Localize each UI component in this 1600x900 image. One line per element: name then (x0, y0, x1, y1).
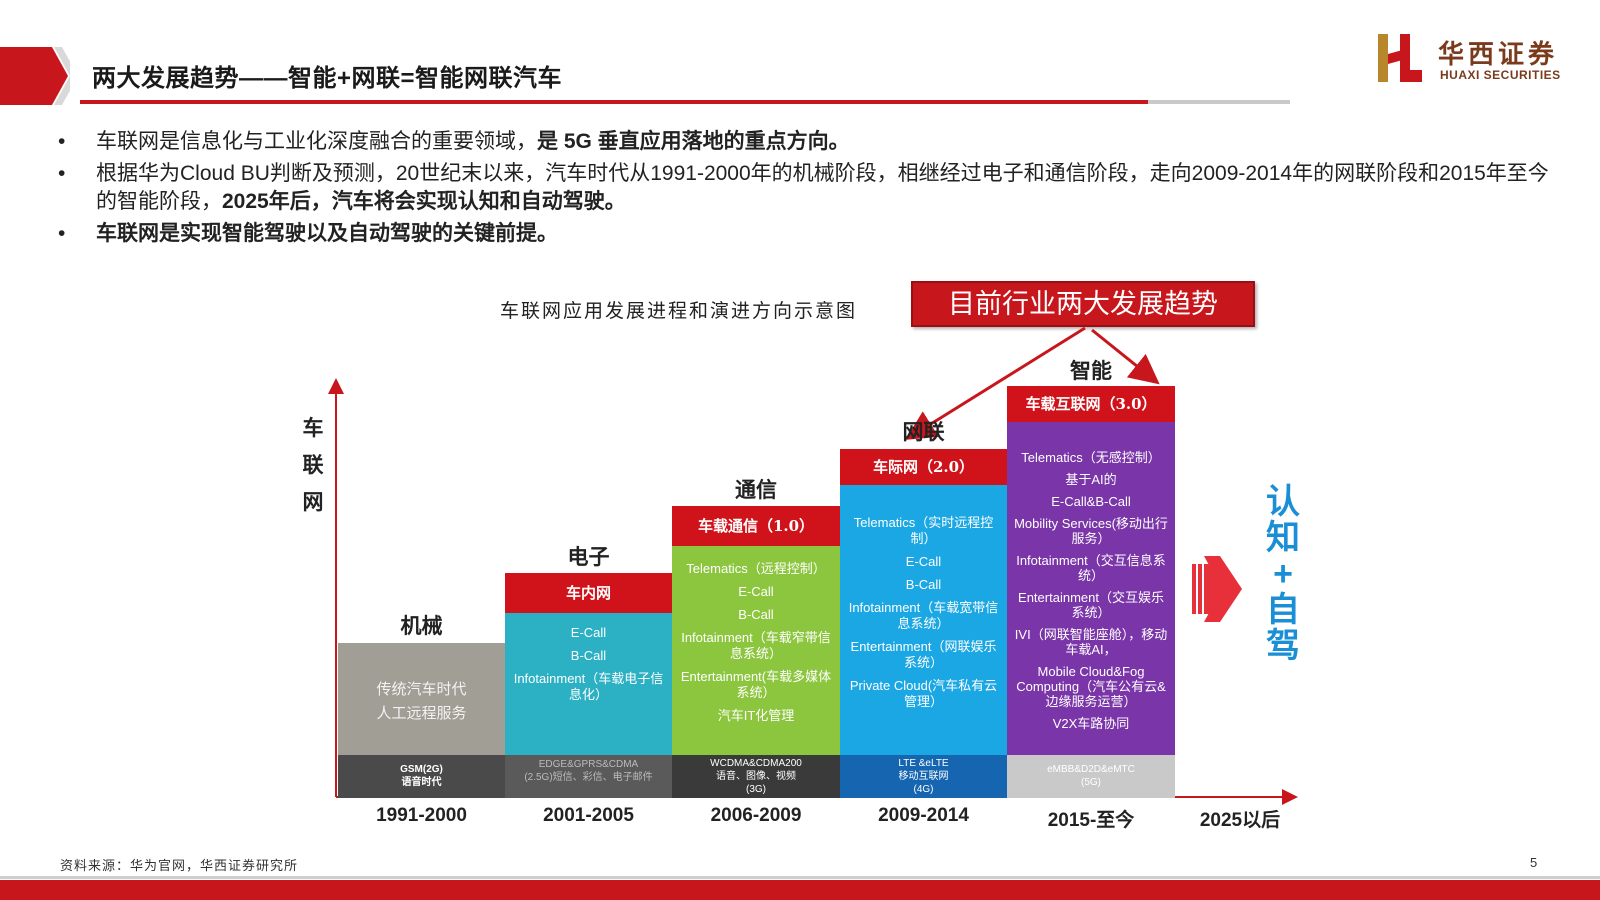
footer-bar (0, 880, 1600, 900)
year-label: 1991-2000 (376, 805, 467, 826)
year-label: 2009-2014 (878, 805, 969, 826)
stage-label: 电子 (567, 546, 610, 569)
future-arrow-icon (1192, 556, 1242, 622)
year-label-future: 2025以后 (1199, 810, 1281, 831)
network-band: WCDMA&CDMA200 语音、图像、视频 (3G) (672, 755, 840, 798)
stage-column-electronic (505, 613, 672, 755)
y-axis-label-char: 车 (302, 417, 324, 440)
title-arrow-icon (0, 47, 70, 105)
page-title: 两大发展趋势——智能+网联=智能网联汽车 (92, 65, 563, 92)
year-label: 2006-2009 (710, 805, 802, 826)
title-underline-red (80, 100, 1148, 104)
network-band: eMBB&D2D&eMTC (5G) (1007, 755, 1175, 798)
stage-body: Telematics（远程控制） E-Call B-Call Infotainm… (680, 561, 832, 723)
bullet-item: • 车联网是信息化与工业化深度融合的重要领域，是 5G 垂直应用落地的重点方向。 (58, 128, 1558, 156)
stage-body: Telematics（无感控制） 基于AI的 E-Call&B-Call Mob… (1014, 450, 1168, 731)
source-note: 资料来源：华为官网，华西证券研究所 (60, 859, 299, 874)
figure-caption: 车联网应用发展进程和演进方向示意图 (500, 300, 858, 322)
logo-chinese-name: 华西证券 (1438, 40, 1559, 70)
bullet-text: 根据华为Cloud BU判断及预测，20世纪末以来，汽车时代从1991-2000… (96, 162, 1549, 213)
trend-callout: 目前行业两大发展趋势 (911, 281, 1255, 327)
bullet-dot: • (58, 130, 66, 153)
stage-column-intelligent (1007, 422, 1175, 755)
trend-arrow-left (905, 326, 1086, 440)
year-label: 2015-至今 (1047, 810, 1135, 831)
bullet-list: • 车联网是信息化与工业化深度融合的重要领域，是 5G 垂直应用落地的重点方向。… (58, 128, 1558, 252)
stage-label: 机械 (400, 615, 443, 638)
bullet-emphasis: 2025年后，汽车将会实现认知和自动驾驶。 (222, 190, 626, 213)
footer-rule (0, 876, 1600, 879)
y-axis-label-char: 联 (302, 454, 324, 477)
stage-column-connected (840, 485, 1007, 755)
logo-english-name: HUAXI SECURITIES (1440, 68, 1561, 82)
year-label: 2001-2005 (543, 805, 634, 826)
bullet-item: • 根据华为Cloud BU判断及预测，20世纪末以来，汽车时代从1991-20… (58, 160, 1558, 216)
stage-body: 传统汽车时代 人工远程服务 (376, 681, 467, 722)
page-number: 5 (1530, 855, 1538, 870)
y-axis-label-char: 网 (302, 491, 324, 514)
bullet-item: • 车联网是实现智能驾驶以及自动驾驶的关键前提。 (58, 220, 1558, 248)
stage-label: 智能 (1070, 360, 1112, 383)
stage-body: E-Call B-Call Infotainment（车载电子信息化） (513, 625, 664, 702)
bullet-emphasis: 车联网是实现智能驾驶以及自动驾驶的关键前提。 (96, 222, 558, 245)
huaxi-logo-icon (1378, 34, 1422, 82)
network-band: EDGE&GPRS&CDMA (2.5G)短信、彩信、电子邮件 (505, 755, 672, 798)
stage-header: 车内网 (505, 573, 672, 613)
stage-label: 通信 (735, 479, 777, 502)
bullet-emphasis: 是 5G 垂直应用落地的重点方向。 (537, 130, 850, 153)
stage-label: 网联 (902, 421, 945, 444)
target-label: 认 知 + 自 驾 (1266, 483, 1300, 665)
trend-arrow-right (1091, 328, 1160, 385)
stage-column-mechanical (338, 643, 505, 755)
stage-header: 车载通信（1.0） (672, 506, 840, 546)
stage-body: Telematics（实时远程控制） E-Call B-Call Infotai… (848, 515, 999, 709)
bullet-text: 车联网是信息化与工业化深度融合的重要领域， (96, 130, 537, 153)
bullet-dot: • (58, 222, 66, 245)
stage-header: 车际网（2.0） (840, 449, 1007, 485)
stage-column-communication (672, 546, 840, 755)
network-band: LTE &eLTE 移动互联网 (4G) (840, 755, 1007, 798)
network-band: GSM(2G) 语音时代 (338, 755, 505, 798)
bullet-dot: • (58, 162, 66, 185)
stage-header: 车载互联网（3.0） (1007, 386, 1175, 422)
